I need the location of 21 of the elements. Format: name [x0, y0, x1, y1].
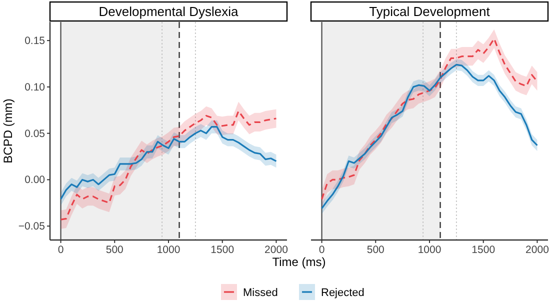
chart-title: Typical Development [369, 4, 490, 19]
x-tick-label: 1500 [472, 244, 496, 256]
y-tick-label: 0.10 [24, 81, 46, 94]
x-tick-label: 0 [58, 244, 64, 256]
x-axis-title: Time (ms) [272, 255, 326, 269]
y-tick-label: 0.00 [24, 174, 46, 186]
x-tick-label: 1000 [418, 244, 442, 256]
legend-label: Missed [243, 287, 278, 299]
y-tick-label: −0.05 [18, 220, 46, 233]
x-tick-label: 500 [366, 244, 385, 256]
y-axis-title: BCPD (mm) [1, 98, 15, 164]
chart-title: Developmental Dyslexia [98, 4, 239, 19]
x-tick-label: 1500 [210, 244, 234, 256]
x-tick-label: 2000 [526, 244, 550, 256]
x-tick-label: 2000 [264, 244, 288, 256]
x-tick-label: 0 [318, 244, 325, 256]
x-tick-label: 1000 [156, 244, 180, 256]
legend-label: Rejected [321, 287, 364, 299]
x-tick-label: 500 [106, 244, 124, 256]
y-tick-label: 0.05 [24, 128, 46, 140]
y-tick-label: 0.15 [24, 35, 46, 48]
